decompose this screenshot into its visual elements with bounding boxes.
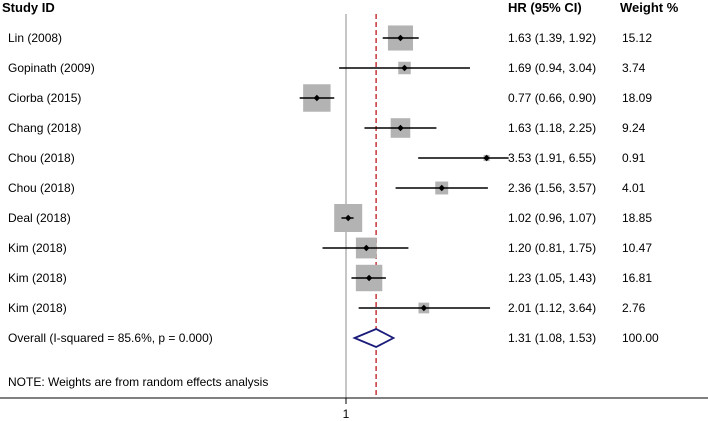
hr-ci-value: 1.69 (0.94, 3.04) <box>508 61 596 75</box>
study-label: Kim (2018) <box>8 241 67 255</box>
study-row: Lin (2008) 1.63 (1.39, 1.92) 15.12 <box>8 25 652 51</box>
hr-ci-value: 1.63 (1.39, 1.92) <box>508 31 596 45</box>
point-estimate <box>363 244 370 252</box>
overall-diamond <box>352 328 396 348</box>
point-estimate <box>397 34 404 42</box>
point-estimate <box>401 64 408 72</box>
weight-value: 2.76 <box>622 301 646 315</box>
weights-note: NOTE: Weights are from random effects an… <box>8 375 268 389</box>
weight-value: 15.12 <box>622 31 652 45</box>
study-row: Kim (2018) 2.01 (1.12, 3.64) 2.76 <box>8 301 646 315</box>
study-label: Chou (2018) <box>8 151 75 165</box>
header-hr-ci: HR (95% CI) <box>508 0 582 15</box>
hr-ci-value: 2.36 (1.56, 3.57) <box>508 181 596 195</box>
study-row: Gopinath (2009) 1.69 (0.94, 3.04) 3.74 <box>8 61 646 75</box>
hr-ci-value: 1.63 (1.18, 2.25) <box>508 121 596 135</box>
hr-ci-value: 1.23 (1.05, 1.43) <box>508 271 596 285</box>
study-row: Kim (2018) 1.23 (1.05, 1.43) 16.81 <box>8 264 652 292</box>
study-label: Chou (2018) <box>8 181 75 195</box>
hr-ci-value: 3.53 (1.91, 6.55) <box>508 151 596 165</box>
study-row: Ciorba (2015) 0.77 (0.66, 0.90) 18.09 <box>8 84 652 112</box>
study-row: Chang (2018) 1.63 (1.18, 2.25) 9.24 <box>8 118 646 138</box>
study-label: Chang (2018) <box>8 121 81 135</box>
point-estimate <box>483 154 490 162</box>
point-estimate <box>438 184 445 192</box>
weight-value: 18.09 <box>622 91 652 105</box>
weight-value: 4.01 <box>622 181 646 195</box>
overall-label: Overall (I-squared = 85.6%, p = 0.000) <box>8 331 213 345</box>
study-rows: Lin (2008) 1.63 (1.39, 1.92) 15.12 Gopinath… <box>8 25 659 348</box>
overall-row: Overall (I-squared = 85.6%, p = 0.000) 1.… <box>8 328 659 348</box>
weight-value: 18.85 <box>622 211 652 225</box>
study-label: Gopinath (2009) <box>8 61 95 75</box>
weight-value: 10.47 <box>622 241 652 255</box>
x-tick-label: 1 <box>343 407 350 421</box>
weight-value: 16.81 <box>622 271 652 285</box>
header-study-id: Study ID <box>2 0 55 15</box>
study-label: Ciorba (2015) <box>8 91 81 105</box>
weight-value: 9.24 <box>622 121 646 135</box>
study-label: Deal (2018) <box>8 211 71 225</box>
header-weight: Weight % <box>620 0 679 15</box>
hr-ci-value: 0.77 (0.66, 0.90) <box>508 91 596 105</box>
hr-ci-value: 2.01 (1.12, 3.64) <box>508 301 596 315</box>
point-estimate <box>313 94 321 102</box>
overall-weight: 100.00 <box>622 331 659 345</box>
x-axis-ticks: 1 <box>343 398 350 421</box>
study-label: Lin (2008) <box>8 31 62 45</box>
hr-ci-value: 1.20 (0.81, 1.75) <box>508 241 596 255</box>
study-label: Kim (2018) <box>8 271 67 285</box>
point-estimate <box>420 304 428 312</box>
study-row: Deal (2018) 1.02 (0.96, 1.07) 18.85 <box>8 204 652 232</box>
study-label: Kim (2018) <box>8 301 67 315</box>
point-estimate <box>345 214 352 222</box>
weight-value: 0.91 <box>622 151 646 165</box>
point-estimate <box>365 274 373 282</box>
study-row: Chou (2018) 2.36 (1.56, 3.57) 4.01 <box>8 181 646 195</box>
point-estimate <box>397 124 404 132</box>
study-row: Chou (2018) 3.53 (1.91, 6.55) 0.91 <box>8 151 646 165</box>
study-row: Kim (2018) 1.20 (0.81, 1.75) 10.47 <box>8 237 652 259</box>
hr-ci-value: 1.02 (0.96, 1.07) <box>508 211 596 225</box>
overall-hr-ci: 1.31 (1.08, 1.53) <box>508 331 596 345</box>
weight-value: 3.74 <box>622 61 646 75</box>
